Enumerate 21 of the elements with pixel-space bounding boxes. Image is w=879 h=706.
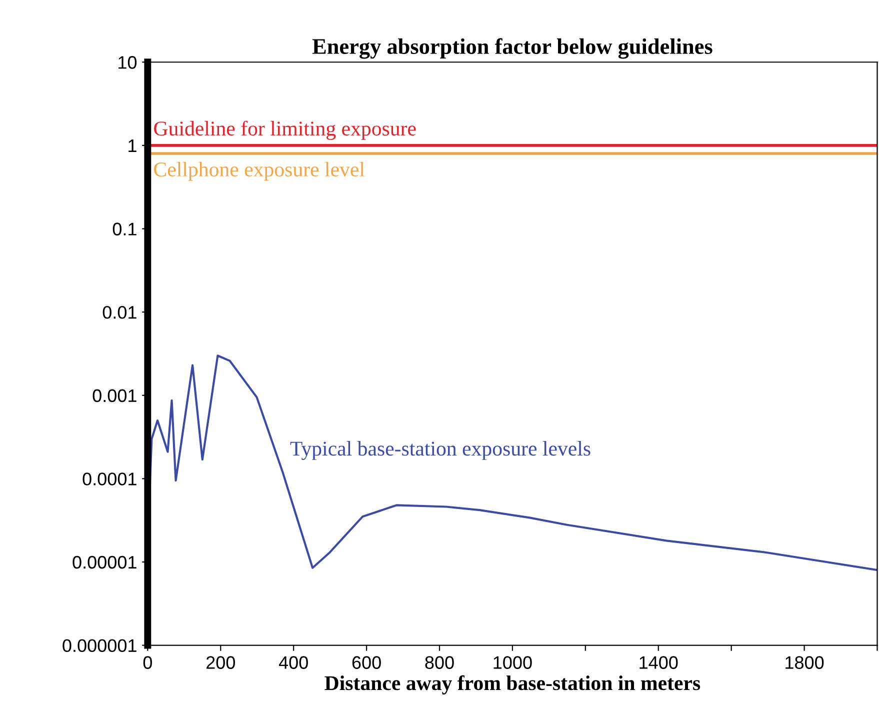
x-tick-label: 1000 (494, 656, 532, 669)
chart-title: Energy absorption factor below guidelines (312, 38, 712, 59)
x-tick-label: 600 (352, 656, 381, 669)
x-tick-label: 0 (143, 656, 152, 669)
y-tick-label: 0.01 (102, 306, 136, 319)
x-tick-label: 1800 (786, 656, 824, 669)
ref-line-label: Guideline for limiting exposure (154, 120, 416, 140)
y-tick-label: 0.000001 (62, 639, 136, 652)
y-tick-label: 10 (118, 56, 137, 69)
y-tick-label: 0.00001 (72, 556, 136, 569)
x-axis-title: Distance away from base-station in meters (324, 675, 700, 694)
y-tick-label: 0.1 (112, 222, 136, 236)
x-tick-label: 200 (206, 656, 235, 669)
y-tick-label: 1 (128, 140, 136, 152)
ref-line-label: Cellphone exposure level (154, 162, 365, 181)
x-tick-label: 1400 (640, 656, 678, 669)
x-tick-label: 800 (425, 656, 454, 669)
y-tick-label: 0.0001 (82, 472, 136, 486)
x-tick-label: 400 (278, 656, 308, 669)
y-tick-label: 0.001 (92, 389, 136, 402)
series-label: Typical base-station exposure levels (290, 441, 590, 460)
